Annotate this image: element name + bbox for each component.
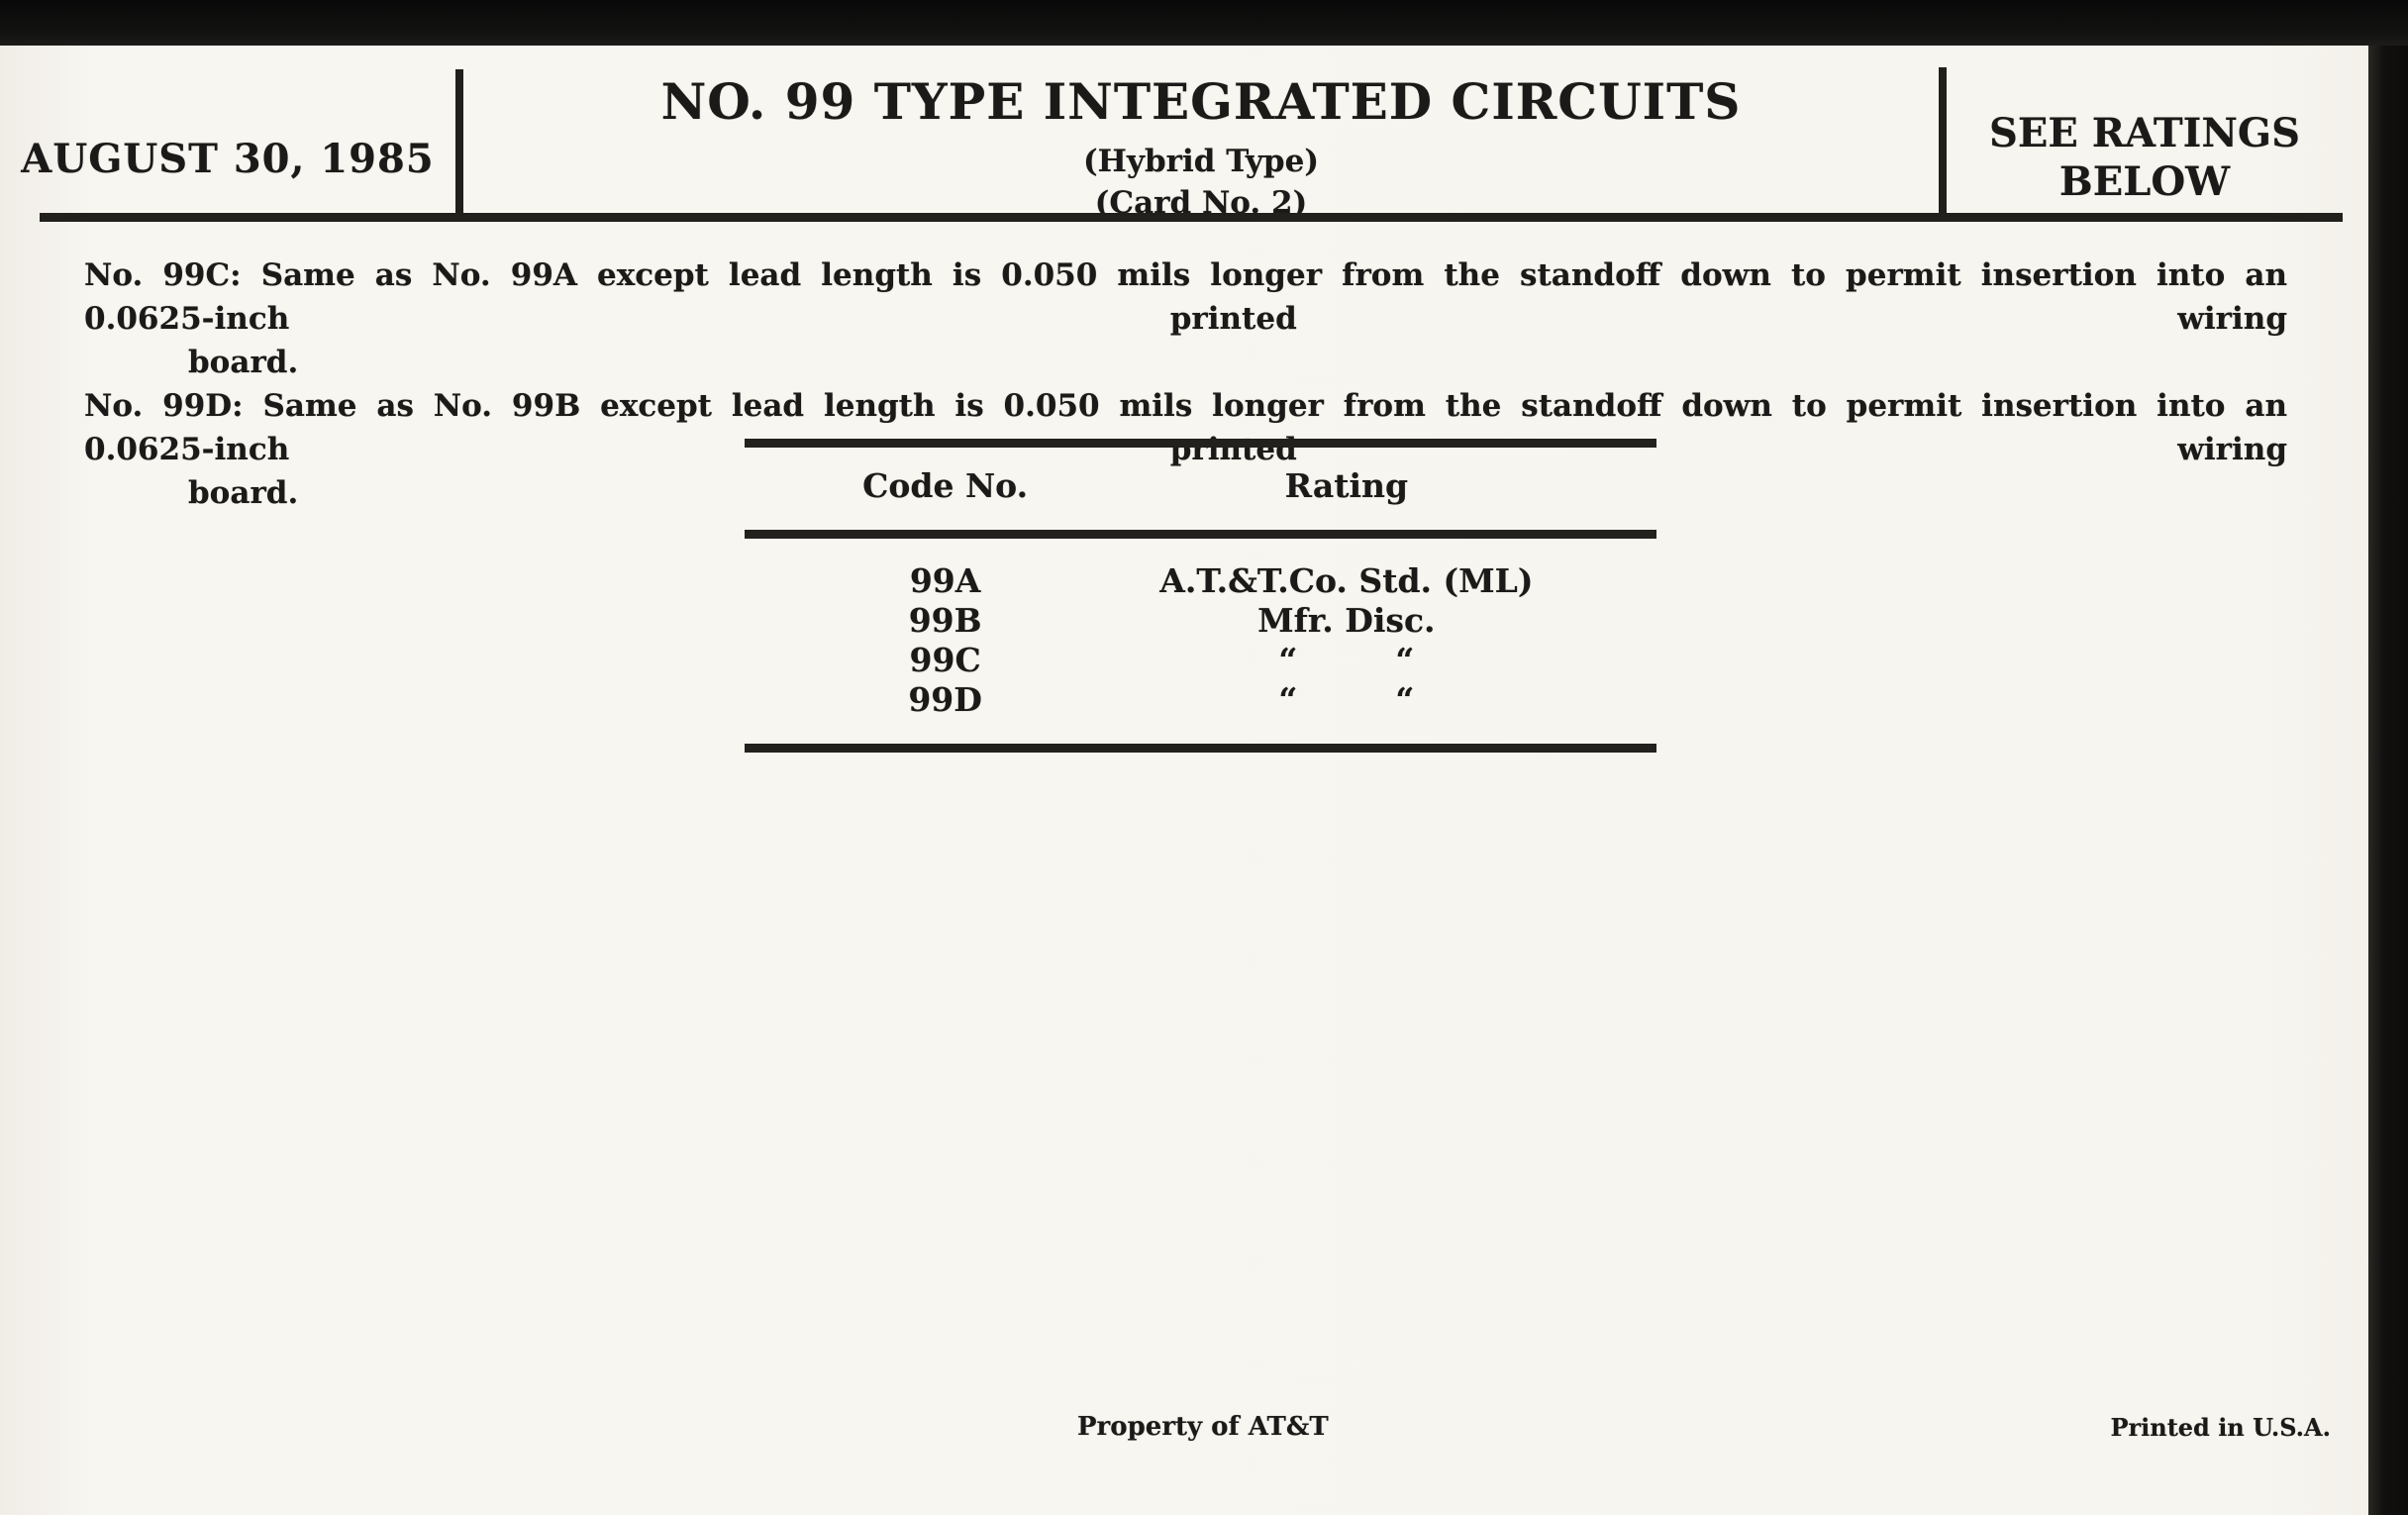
note-99d-continuation: board.: [188, 475, 299, 511]
table-rule-mid: [745, 530, 1656, 539]
rating-cell-ditto: “ “: [1278, 680, 1415, 719]
header-divider-right: [1939, 67, 1947, 215]
card-subtitle-type: (Hybrid Type): [1083, 144, 1319, 179]
header-divider-left: [455, 69, 463, 215]
note-99c-body: Same as No. 99A except lead length is 0.…: [84, 257, 2288, 337]
table-row: 99C “ “: [745, 641, 1656, 680]
note-99c-continuation: board.: [188, 345, 299, 380]
col-header-code-no: Code No.: [862, 466, 1029, 505]
see-ratings-line2: BELOW: [2058, 158, 2231, 205]
ratings-table: Code No. Rating 99A A.T.&T.Co. Std. (ML)…: [745, 439, 1656, 753]
note-99d-body: Same as No. 99B except lead length is 0.…: [84, 388, 2287, 467]
scan-edge-top: [0, 0, 2408, 46]
card-date: AUGUST 30, 1985: [21, 136, 435, 182]
see-ratings-line1: SEE RATINGS: [1989, 110, 2300, 156]
code-cell: 99D: [908, 680, 982, 719]
note-99c-label: No. 99C:: [84, 257, 242, 293]
header-rule: [40, 213, 2343, 222]
table-row: 99D “ “: [745, 680, 1656, 720]
rating-cell: A.T.&T.Co. Std. (ML): [1159, 561, 1534, 600]
see-ratings-note: SEE RATINGS BELOW: [1947, 109, 2343, 206]
code-cell: 99A: [909, 561, 981, 600]
note-99d-line1: No. 99D: Same as No. 99B except lead len…: [84, 384, 2287, 471]
note-99c: No. 99C: Same as No. 99A except lead len…: [84, 253, 2287, 384]
notes-section: No. 99C: Same as No. 99A except lead len…: [84, 253, 2287, 515]
code-cell: 99C: [909, 641, 981, 679]
rating-cell: Mfr. Disc.: [1257, 601, 1436, 640]
code-cell: 99B: [908, 601, 982, 640]
property-notice: Property of AT&T: [1077, 1412, 1329, 1442]
card-title: NO. 99 TYPE INTEGRATED CIRCUITS: [660, 72, 1742, 131]
table-rule-top: [745, 439, 1656, 448]
table-rule-bottom: [745, 744, 1656, 753]
printed-notice: Printed in U.S.A.: [2110, 1413, 2331, 1442]
note-99d-label: No. 99D:: [84, 388, 244, 424]
table-row: 99B Mfr. Disc.: [745, 601, 1656, 641]
note-99d: No. 99D: Same as No. 99B except lead len…: [84, 384, 2287, 515]
col-header-rating: Rating: [1284, 466, 1409, 505]
table-header-row: Code No. Rating: [745, 466, 1656, 506]
table-row: 99A A.T.&T.Co. Std. (ML): [745, 561, 1656, 601]
scan-edge-right: [2368, 46, 2408, 1515]
note-99c-line1: No. 99C: Same as No. 99A except lead len…: [84, 253, 2287, 341]
rating-cell-ditto: “ “: [1278, 641, 1415, 679]
